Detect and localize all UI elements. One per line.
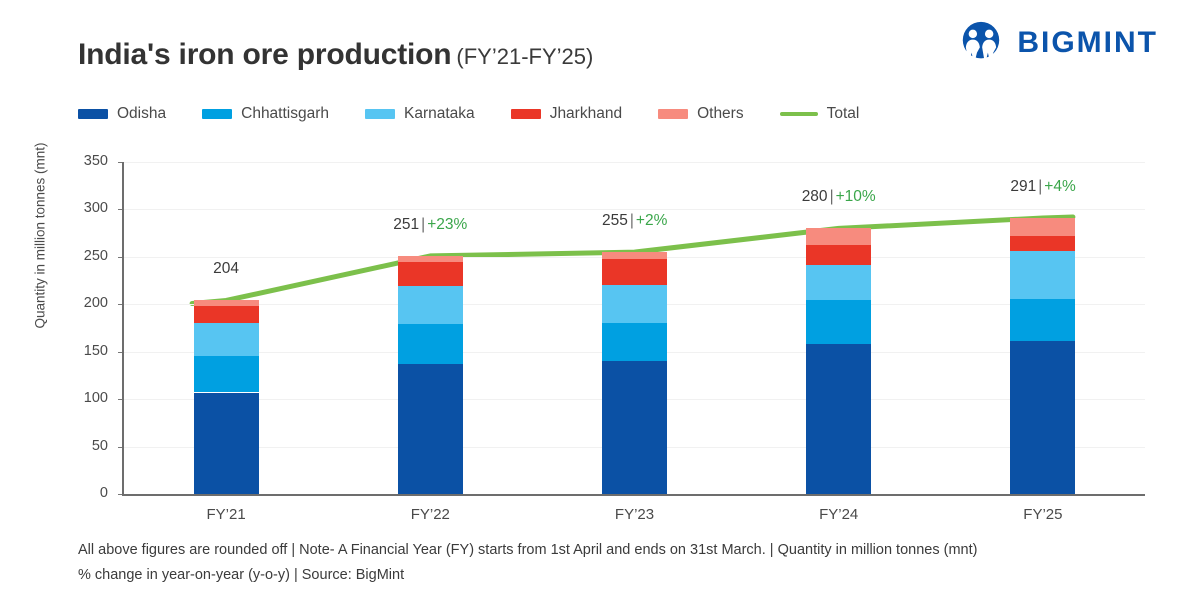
legend-item-total[interactable]: Total (779, 105, 860, 123)
bar-total-annotation-2: 255 | +2% (602, 212, 667, 230)
header: India's iron ore production (FY’21-FY’25)… (0, 0, 1200, 96)
legend-item-label: Others (697, 105, 744, 122)
bar-total-annotation-1: 251 | +23% (393, 216, 467, 234)
chart-footnotes: All above figures are rounded off | Note… (78, 538, 1148, 588)
y-axis-tick-mark (118, 351, 124, 353)
bar-segment-chhattisgarh-3[interactable] (806, 300, 872, 345)
legend-swatch-icon (658, 109, 689, 119)
bar-segment-odisha-4[interactable] (1010, 341, 1076, 494)
bar-segment-odisha-0[interactable] (193, 392, 259, 494)
y-axis-tick-mark (118, 446, 124, 448)
y-axis-tick-label: 0 (99, 485, 108, 501)
x-axis-line (122, 494, 1145, 496)
legend-swatch-icon (365, 109, 396, 119)
legend-line-icon (779, 112, 818, 116)
bar-segment-karnataka-0[interactable] (193, 323, 259, 357)
bar-segment-karnataka-3[interactable] (806, 265, 872, 301)
legend-item-others[interactable]: Others (658, 105, 744, 123)
gridline (124, 162, 1145, 163)
x-axis-tick-label: FY’22 (410, 506, 450, 523)
gridline (124, 209, 1145, 211)
legend-item-jharkhand[interactable]: Jharkhand (510, 105, 623, 123)
bar-segment-others-0[interactable] (193, 300, 259, 307)
page-title-main: India's iron ore production (78, 38, 452, 71)
bar-segment-odisha-1[interactable] (397, 364, 463, 494)
footnote-line-1: All above figures are rounded off | Note… (78, 542, 978, 558)
y-axis-tick-label: 150 (83, 342, 108, 359)
bar-segment-chhattisgarh-2[interactable] (602, 323, 667, 362)
bar-segment-jharkhand-4[interactable] (1010, 235, 1076, 252)
legend-item-label: Jharkhand (549, 105, 623, 122)
bar-segment-jharkhand-1[interactable] (397, 261, 463, 287)
y-axis-tick-mark (118, 399, 124, 401)
legend-item-label: Odisha (117, 105, 167, 122)
bar-total-annotation-0: 204 (213, 260, 239, 278)
y-axis-tick-label: 200 (83, 295, 108, 312)
chart-legend: Odisha Chhattisgarh Karnataka Jharkhand Othe… (78, 105, 895, 123)
x-axis-tick-label: FY’21 (206, 506, 246, 523)
page-title: India's iron ore production (FY’21-FY’25) (78, 38, 593, 72)
bar-segment-chhattisgarh-0[interactable] (193, 356, 259, 393)
bar-total-value: 204 (213, 260, 239, 278)
y-axis-tick-label: 100 (83, 390, 108, 407)
x-axis-tick-label: FY’24 (819, 506, 859, 523)
bar-segment-karnataka-4[interactable] (1010, 251, 1076, 299)
x-axis-tick-label: FY’25 (1023, 506, 1063, 523)
bar-segment-others-1[interactable] (397, 255, 463, 262)
bar-segment-jharkhand-3[interactable] (806, 245, 872, 266)
brand-name: BIGMINT (1017, 26, 1158, 59)
y-axis-tick-mark (118, 162, 124, 163)
y-axis-tick-label: 350 (83, 153, 108, 169)
annotation-separator: | (629, 212, 634, 230)
bar-segment-karnataka-1[interactable] (397, 286, 463, 325)
y-axis-tick-mark (118, 494, 124, 495)
bar-total-value: 280 (801, 188, 828, 206)
annotation-separator: | (1038, 177, 1043, 195)
legend-swatch-icon (78, 109, 108, 119)
y-axis-tick-label: 50 (91, 437, 108, 454)
y-axis-line (122, 162, 124, 496)
x-axis-tick-label: FY’23 (614, 506, 655, 523)
legend-item-label: Karnataka (404, 105, 475, 122)
bar-segment-jharkhand-2[interactable] (602, 258, 667, 286)
bar-segment-jharkhand-0[interactable] (193, 306, 259, 324)
annotation-separator: | (421, 215, 426, 233)
bar-segment-chhattisgarh-4[interactable] (1010, 298, 1076, 342)
bar-yoy-percent: +10% (835, 188, 876, 206)
legend-swatch-icon (510, 109, 541, 119)
bar-segment-others-4[interactable] (1010, 217, 1076, 236)
y-axis-tick-mark (118, 209, 124, 211)
bar-segment-odisha-3[interactable] (806, 344, 872, 494)
bar-yoy-percent: +4% (1044, 177, 1076, 195)
bar-yoy-percent: +23% (427, 215, 468, 233)
page-title-subtitle: (FY’21-FY’25) (456, 44, 594, 69)
bar-total-value: 291 (1010, 177, 1037, 195)
bar-total-annotation-3: 280 | +10% (802, 188, 876, 206)
legend-item-chhattisgarh[interactable]: Chhattisgarh (202, 105, 329, 123)
brand-logo: BIGMINT (958, 20, 1158, 66)
y-axis-tick-mark (118, 304, 124, 306)
annotation-separator: | (829, 188, 834, 206)
y-axis-label: Quantity in million tonnes (mnt) (32, 142, 48, 329)
bar-total-annotation-4: 291 | +4% (1010, 178, 1075, 196)
bar-total-value: 255 (602, 212, 628, 230)
legend-item-karnataka[interactable]: Karnataka (365, 105, 475, 123)
bar-segment-others-2[interactable] (602, 252, 667, 259)
y-axis-tick-label: 250 (83, 247, 108, 264)
y-axis-tick-mark (118, 256, 124, 258)
legend-swatch-icon (202, 109, 233, 119)
y-axis-tick-label: 300 (83, 200, 108, 217)
bigmint-people-circle-icon (963, 21, 1000, 65)
bar-segment-chhattisgarh-1[interactable] (397, 324, 463, 365)
bar-segment-karnataka-2[interactable] (602, 285, 667, 324)
legend-item-label: Chhattisgarh (241, 105, 330, 122)
bar-segment-odisha-2[interactable] (602, 361, 667, 494)
bar-yoy-percent: +2% (635, 212, 668, 230)
legend-item-label: Total (826, 105, 860, 122)
legend-item-odisha[interactable]: Odisha (78, 105, 166, 123)
bar-segment-others-3[interactable] (806, 228, 872, 246)
footnote-line-2: % change in year-on-year (y-o-y) | Sourc… (78, 567, 405, 583)
bar-total-value: 251 (393, 215, 420, 233)
